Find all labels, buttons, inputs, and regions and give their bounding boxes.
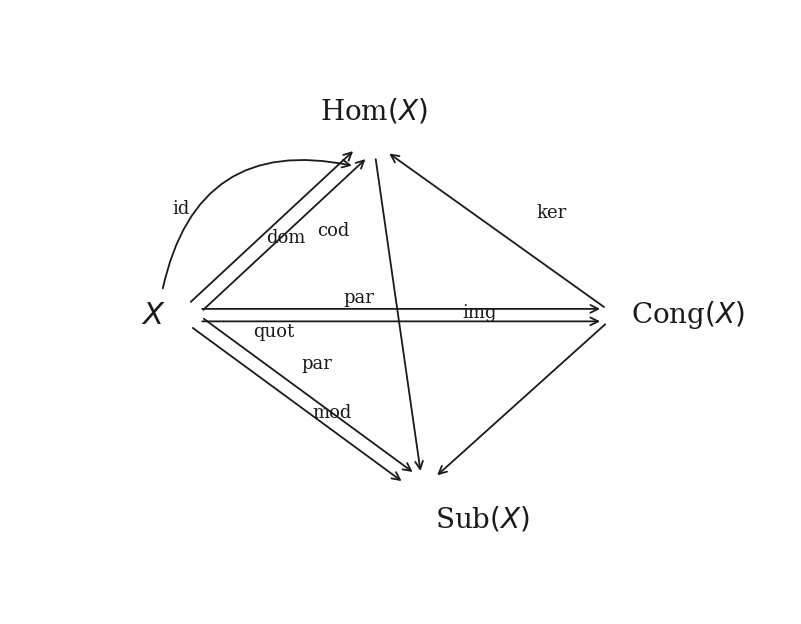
Text: id: id: [172, 200, 190, 218]
Text: par: par: [301, 355, 332, 373]
Text: mod: mod: [312, 404, 352, 422]
Text: $X$: $X$: [140, 300, 165, 331]
Text: img: img: [462, 304, 497, 322]
Text: dom: dom: [266, 229, 305, 247]
Text: Cong$(X)$: Cong$(X)$: [631, 299, 745, 331]
Text: Hom$(X)$: Hom$(X)$: [320, 96, 427, 125]
Text: cod: cod: [316, 222, 349, 240]
Text: Sub$(X)$: Sub$(X)$: [436, 505, 530, 534]
Text: par: par: [343, 290, 374, 307]
Text: ker: ker: [537, 204, 567, 222]
Text: quot: quot: [253, 323, 295, 341]
